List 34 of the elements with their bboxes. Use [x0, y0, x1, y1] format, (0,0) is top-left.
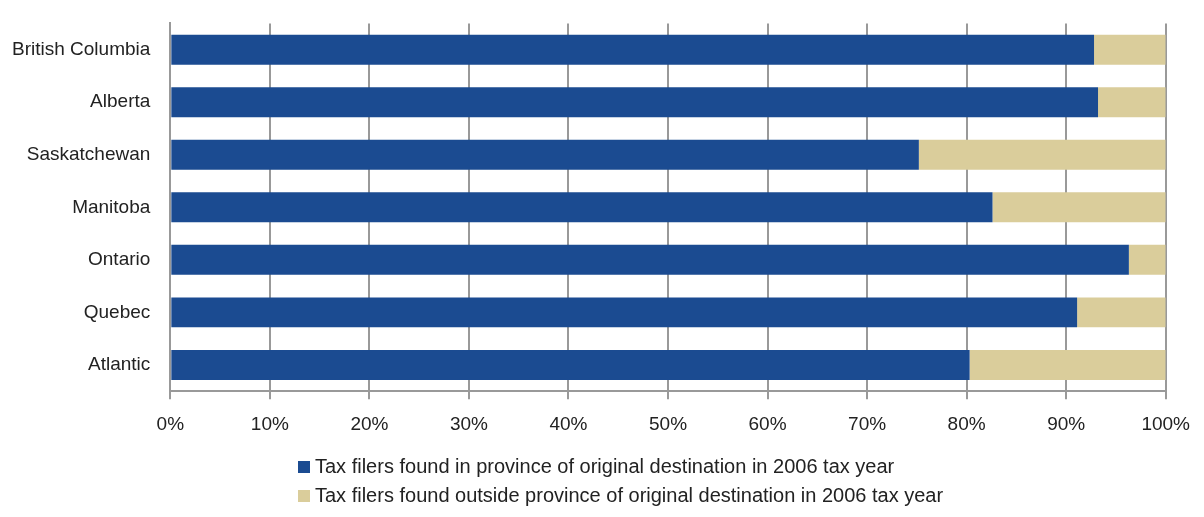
y-tick-label: Atlantic [88, 353, 151, 375]
bar [171, 349, 970, 380]
x-tick-label: 20% [350, 412, 389, 434]
x-tick-label: 40% [549, 412, 588, 434]
y-tick-label: British Columbia [12, 37, 151, 59]
bar [1077, 297, 1166, 328]
y-tick-label: Quebec [83, 300, 151, 322]
y-tick-label: Manitoba [72, 195, 151, 217]
bar [918, 139, 1166, 170]
x-tick-label: 90% [1047, 412, 1086, 434]
x-tick-label: 80% [947, 412, 986, 434]
y-tick-label: Saskatchewan [26, 142, 151, 164]
bar [992, 192, 1166, 223]
bar [969, 349, 1166, 380]
x-tick-label: 60% [748, 412, 787, 434]
bar [171, 192, 993, 223]
x-tick-label: 50% [649, 412, 688, 434]
y-tick-label: Alberta [90, 90, 151, 112]
x-tick-label: 70% [848, 412, 887, 434]
bar [171, 297, 1078, 328]
bar [171, 34, 1095, 65]
legend-label: Tax filers found in province of original destination in 2006 tax year [315, 454, 895, 479]
bar [1128, 244, 1166, 275]
bar [1098, 87, 1166, 118]
bar [171, 139, 919, 170]
x-tick-label: 100% [1141, 412, 1191, 434]
bar [171, 87, 1099, 118]
legend-label: Tax filers found outside province of original destination in 2006 tax year [315, 483, 944, 508]
x-tick-label: 0% [156, 412, 185, 434]
bar [171, 244, 1129, 275]
y-tick-label: Ontario [88, 248, 151, 270]
x-tick-label: 30% [449, 412, 489, 434]
bar [1094, 34, 1166, 65]
x-tick-label: 10% [250, 412, 289, 434]
